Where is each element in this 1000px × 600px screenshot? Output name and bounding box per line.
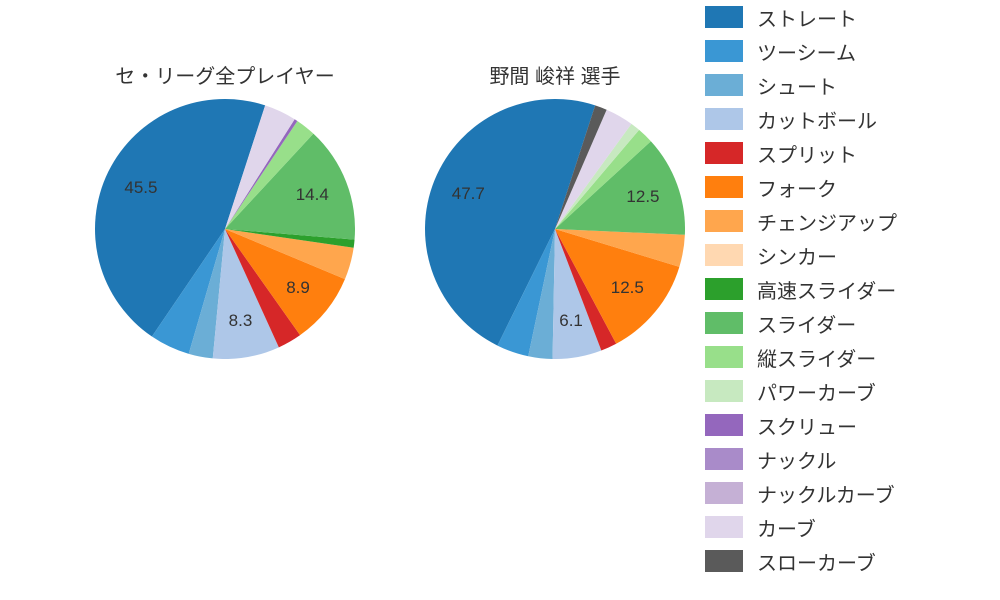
pie-svg <box>95 99 355 359</box>
chart-block-1: 野間 峻祥 選手 47.7 6.1 12.5 12.5 <box>390 60 720 359</box>
legend-item-shoot: シュート <box>705 68 995 102</box>
legend-item-v_slider: 縦スライダー <box>705 340 995 374</box>
slice-label-cutball: 6.1 <box>559 311 583 331</box>
legend-label: スプリット <box>757 139 857 168</box>
legend-item-hs_slider: 高速スライダー <box>705 272 995 306</box>
legend-label: スローカーブ <box>757 547 876 576</box>
legend-label: ツーシーム <box>757 37 856 66</box>
slice-label-slider: 14.4 <box>296 185 329 205</box>
legend-swatch <box>705 6 743 28</box>
legend-swatch <box>705 74 743 96</box>
legend-item-split: スプリット <box>705 136 995 170</box>
legend: ストレートツーシームシュートカットボールスプリットフォークチェンジアップシンカー… <box>705 0 995 578</box>
pie-wrap: 47.7 6.1 12.5 12.5 <box>425 99 685 359</box>
chart-container: セ・リーグ全プレイヤー 45.5 8.3 8.9 14.4 野間 峻祥 選手 47.7 6.1… <box>0 0 1000 600</box>
legend-swatch <box>705 312 743 334</box>
legend-swatch <box>705 414 743 436</box>
charts-area: セ・リーグ全プレイヤー45.58.38.914.4野間 峻祥 選手47.76.1… <box>0 0 700 600</box>
legend-item-slowcurve: スローカーブ <box>705 544 995 578</box>
legend-item-knucklecurve: ナックルカーブ <box>705 476 995 510</box>
legend-label: カットボール <box>757 105 877 134</box>
legend-label: カーブ <box>757 513 816 542</box>
legend-swatch <box>705 244 743 266</box>
legend-swatch <box>705 380 743 402</box>
legend-item-sinker: シンカー <box>705 238 995 272</box>
legend-item-knuckle: ナックル <box>705 442 995 476</box>
legend-item-straight: ストレート <box>705 0 995 34</box>
legend-label: スライダー <box>757 309 856 338</box>
legend-swatch <box>705 142 743 164</box>
legend-item-powercurve: パワーカーブ <box>705 374 995 408</box>
legend-item-slider: スライダー <box>705 306 995 340</box>
legend-swatch <box>705 210 743 232</box>
legend-label: フォーク <box>757 173 837 202</box>
slice-label-cutball: 8.3 <box>229 311 253 331</box>
legend-swatch <box>705 516 743 538</box>
legend-item-twoseam: ツーシーム <box>705 34 995 68</box>
legend-label: パワーカーブ <box>757 377 876 406</box>
legend-label: シンカー <box>757 241 837 270</box>
chart-block-0: セ・リーグ全プレイヤー 45.5 8.3 8.9 14.4 <box>60 60 390 359</box>
legend-label: ナックルカーブ <box>757 479 895 508</box>
legend-swatch <box>705 176 743 198</box>
slice-label-fork: 8.9 <box>286 278 310 298</box>
legend-label: チェンジアップ <box>757 207 897 236</box>
legend-label: 高速スライダー <box>757 275 896 304</box>
legend-label: 縦スライダー <box>757 343 876 372</box>
chart-title: セ・リーグ全プレイヤー <box>60 60 390 89</box>
chart-title: 野間 峻祥 選手 <box>390 60 720 89</box>
slice-label-fork: 12.5 <box>611 278 644 298</box>
legend-swatch <box>705 108 743 130</box>
slice-label-straight: 47.7 <box>452 184 485 204</box>
legend-swatch <box>705 448 743 470</box>
legend-swatch <box>705 278 743 300</box>
legend-item-changeup: チェンジアップ <box>705 204 995 238</box>
legend-swatch <box>705 482 743 504</box>
pie-svg <box>425 99 685 359</box>
legend-item-curve: カーブ <box>705 510 995 544</box>
legend-swatch <box>705 346 743 368</box>
legend-swatch <box>705 40 743 62</box>
pie-wrap: 45.5 8.3 8.9 14.4 <box>95 99 355 359</box>
legend-label: ナックル <box>757 445 836 474</box>
slice-label-straight: 45.5 <box>124 178 157 198</box>
legend-label: シュート <box>757 71 837 100</box>
legend-label: スクリュー <box>757 411 857 440</box>
legend-item-fork: フォーク <box>705 170 995 204</box>
legend-label: ストレート <box>757 3 857 32</box>
legend-item-screw: スクリュー <box>705 408 995 442</box>
legend-swatch <box>705 550 743 572</box>
legend-item-cutball: カットボール <box>705 102 995 136</box>
slice-label-slider: 12.5 <box>626 187 659 207</box>
